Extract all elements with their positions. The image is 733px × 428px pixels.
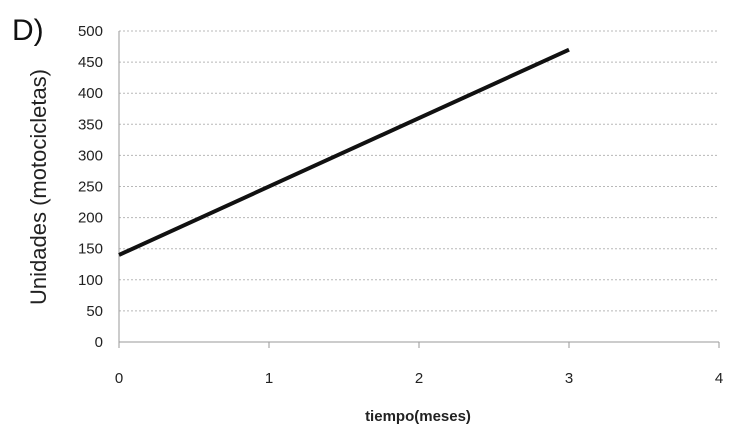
y-tick-label: 150: [78, 241, 103, 258]
x-tick-label: 3: [565, 370, 573, 387]
y-tick-label: 450: [78, 54, 103, 71]
y-axis-label: Unidades (motocicletas): [26, 69, 51, 305]
axes: [119, 31, 719, 348]
x-tick-label: 2: [415, 370, 423, 387]
y-tick-label: 250: [78, 179, 103, 196]
x-tick-label: 1: [265, 370, 273, 387]
y-tick-label: 100: [78, 272, 103, 289]
tick-labels: 0 50 100 150 200 250 300 350 400 450 500 0 1 2 3 4: [78, 23, 723, 387]
y-tick-label: 300: [78, 147, 103, 164]
grid: [119, 31, 719, 311]
y-tick-label: 0: [95, 334, 103, 351]
x-axis-label: tiempo(meses): [365, 408, 471, 425]
y-tick-label: 350: [78, 116, 103, 133]
y-tick-label: 50: [86, 303, 103, 320]
series-line: [119, 50, 569, 255]
x-tick-label: 4: [715, 370, 723, 387]
y-tick-label: 500: [78, 23, 103, 40]
y-tick-label: 400: [78, 85, 103, 102]
series-layer: [119, 50, 569, 255]
panel-label: D): [12, 14, 44, 47]
x-tick-label: 0: [115, 370, 123, 387]
y-tick-label: 200: [78, 210, 103, 227]
